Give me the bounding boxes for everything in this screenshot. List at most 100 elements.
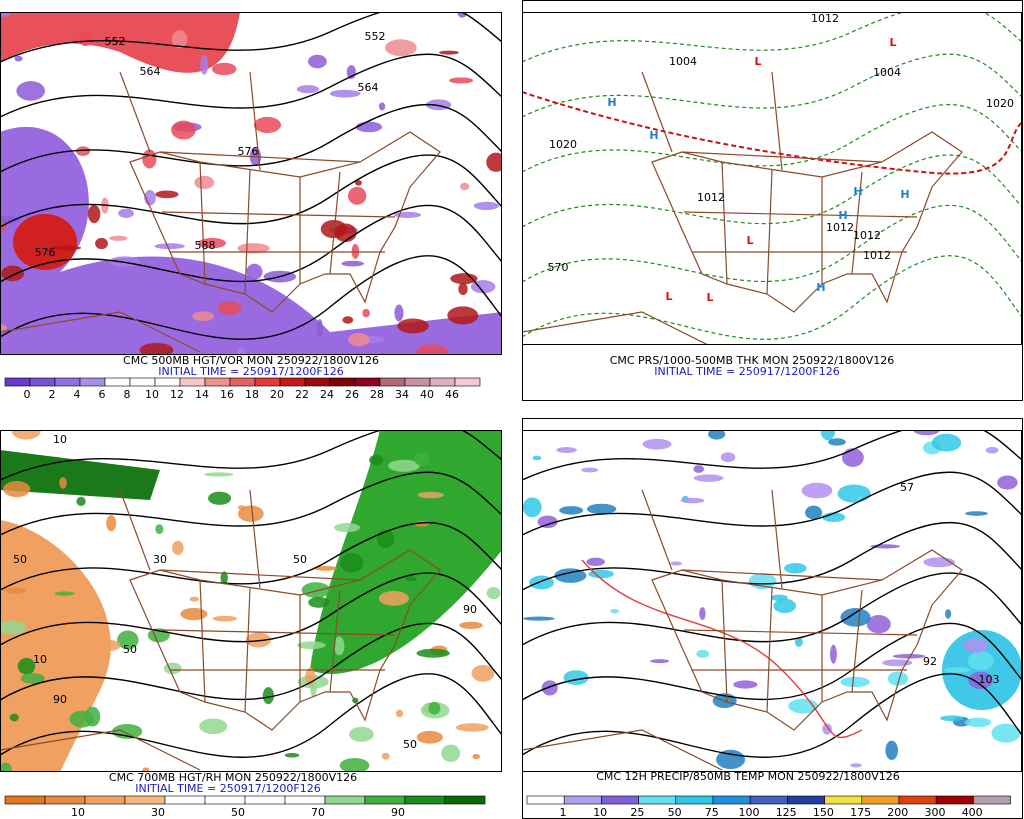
blob bbox=[439, 50, 459, 55]
colorbar-label: 26 bbox=[345, 388, 359, 401]
colorbar-label: 2 bbox=[49, 388, 56, 401]
colorbar-swatch bbox=[935, 795, 974, 805]
temp-line bbox=[581, 559, 863, 739]
colorbar-label: 10 bbox=[145, 388, 159, 401]
blob bbox=[342, 316, 354, 324]
map-label: H bbox=[816, 281, 825, 294]
blob bbox=[840, 608, 871, 627]
colorbar-swatch bbox=[379, 377, 406, 387]
colorbar-swatch bbox=[284, 795, 326, 805]
map-label: 50 bbox=[403, 738, 417, 751]
blob bbox=[172, 540, 184, 555]
colorbar-swatch bbox=[404, 795, 446, 805]
blob bbox=[447, 306, 479, 325]
blob bbox=[828, 438, 846, 446]
blob bbox=[991, 723, 1021, 743]
contour bbox=[0, 430, 502, 481]
blob bbox=[696, 649, 710, 658]
colorbar-label: 10 bbox=[71, 806, 85, 819]
colorbar-label: 24 bbox=[320, 388, 334, 401]
blob bbox=[378, 102, 386, 111]
map-label: 10 bbox=[33, 653, 47, 666]
blob bbox=[472, 753, 481, 760]
contour bbox=[0, 104, 502, 173]
blob bbox=[586, 557, 605, 567]
blob bbox=[395, 709, 404, 718]
colorbar-label: 12 bbox=[170, 388, 184, 401]
colorbar-swatch bbox=[179, 377, 206, 387]
blob bbox=[837, 484, 871, 503]
colorbar-label: 30 bbox=[151, 806, 165, 819]
border bbox=[0, 71, 396, 353]
blob bbox=[441, 744, 461, 762]
blob bbox=[458, 282, 468, 296]
blob bbox=[850, 763, 862, 768]
colorbar-swatch bbox=[279, 377, 306, 387]
contour bbox=[522, 572, 1022, 646]
colorbar-label: 46 bbox=[445, 388, 459, 401]
blob bbox=[708, 430, 726, 440]
geography bbox=[0, 71, 441, 353]
blob bbox=[416, 344, 449, 355]
thickness-line bbox=[522, 91, 1022, 175]
map-label: 552 bbox=[105, 35, 126, 48]
blob bbox=[78, 31, 93, 46]
blob bbox=[985, 446, 999, 454]
colorbar-label: 100 bbox=[739, 806, 760, 819]
map-label: 564 bbox=[358, 81, 379, 94]
colorbar-swatch bbox=[154, 377, 181, 387]
map-label: H bbox=[838, 209, 847, 222]
contour bbox=[0, 673, 502, 758]
colorbar-swatch bbox=[364, 795, 406, 805]
map-label: 50 bbox=[123, 643, 137, 656]
map-label: 570 bbox=[548, 261, 569, 274]
border bbox=[522, 71, 918, 345]
blob bbox=[20, 673, 45, 684]
blob bbox=[405, 576, 417, 582]
blob bbox=[0, 762, 12, 772]
contour bbox=[522, 204, 1022, 283]
geography bbox=[0, 489, 441, 771]
blob bbox=[642, 438, 672, 450]
blob bbox=[155, 190, 179, 199]
coastline bbox=[129, 131, 441, 313]
colorbar-swatch bbox=[244, 795, 286, 805]
colorbar-swatch bbox=[4, 795, 46, 805]
blob bbox=[246, 263, 263, 280]
blob bbox=[381, 752, 390, 760]
map-content: 552 564 576 588 576 552 564 bbox=[0, 12, 502, 355]
colorbar-swatch bbox=[54, 377, 81, 387]
colorbar-swatch bbox=[898, 795, 937, 805]
map-label: 1020 bbox=[986, 97, 1014, 110]
blob bbox=[459, 182, 470, 191]
colorbar-label: 50 bbox=[231, 806, 245, 819]
blob bbox=[416, 648, 450, 658]
colorbar-swatch bbox=[79, 377, 106, 387]
blob bbox=[965, 511, 988, 516]
blob bbox=[0, 324, 8, 332]
blob bbox=[142, 767, 150, 772]
colorbar-swatch bbox=[444, 795, 486, 805]
blob bbox=[0, 12, 11, 17]
geography bbox=[522, 71, 963, 345]
blob bbox=[76, 496, 86, 507]
colorbar-swatch bbox=[749, 795, 788, 805]
colorbar-label: 200 bbox=[887, 806, 908, 819]
contour bbox=[522, 154, 1022, 228]
blob bbox=[139, 342, 174, 355]
blob bbox=[968, 671, 993, 690]
map-label: 576 bbox=[35, 246, 56, 259]
blob bbox=[670, 561, 683, 566]
blob bbox=[339, 758, 370, 772]
blob bbox=[610, 609, 620, 614]
map: 101210041004102010201012101210121012570H… bbox=[522, 12, 1022, 345]
blob bbox=[866, 615, 891, 634]
colorbar-label: 70 bbox=[311, 806, 325, 819]
blob bbox=[349, 726, 374, 742]
blob bbox=[486, 152, 502, 172]
map-label: 50 bbox=[13, 553, 27, 566]
colorbar-swatch bbox=[304, 377, 331, 387]
blob bbox=[4, 587, 26, 594]
blob bbox=[194, 175, 215, 189]
